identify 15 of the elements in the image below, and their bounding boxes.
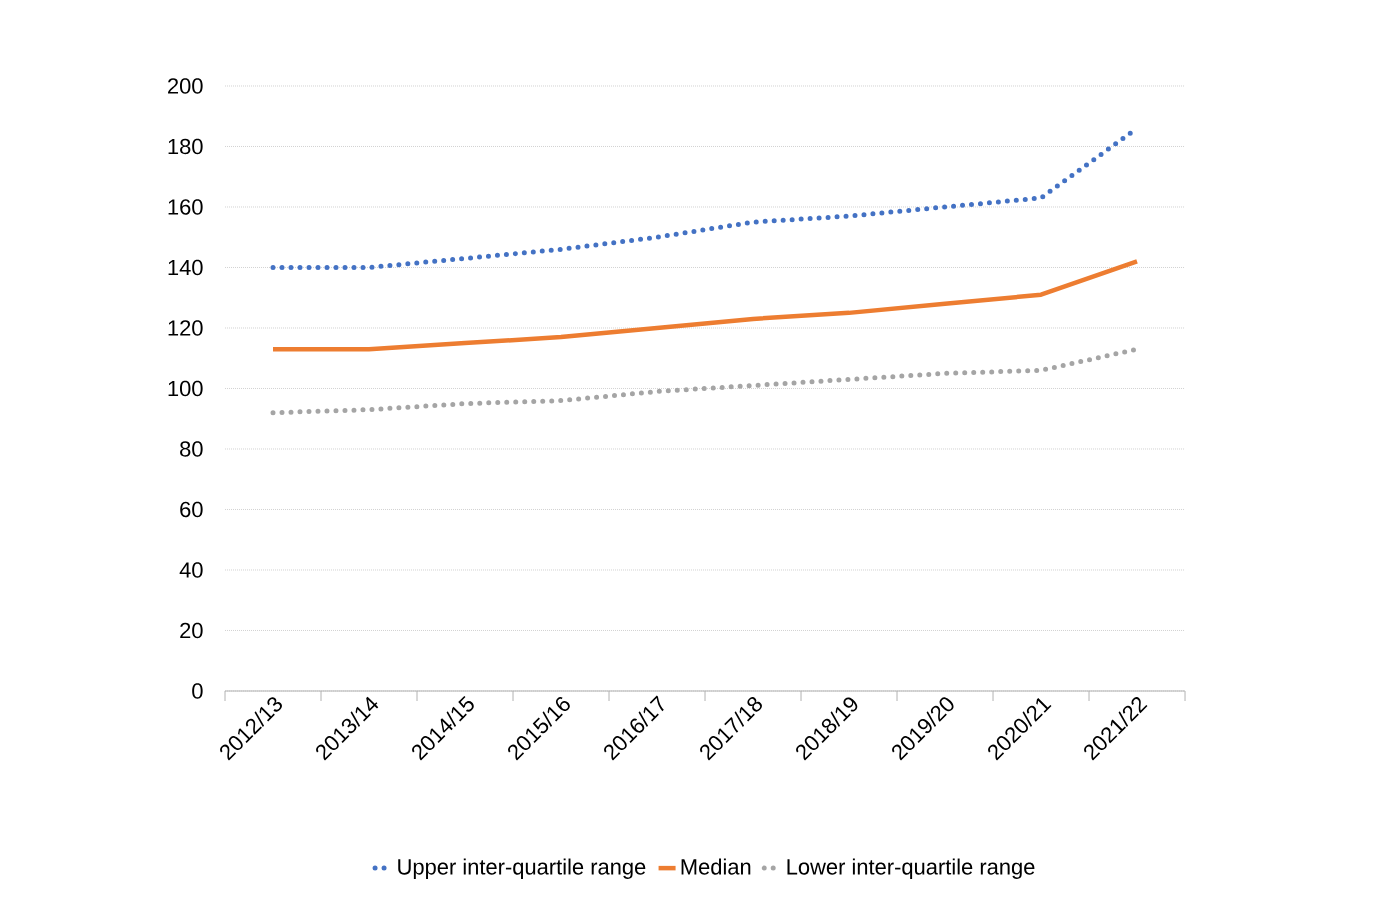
- y-tick-label: 160: [168, 199, 203, 215]
- y-tick-label: 20: [180, 622, 203, 639]
- y-tick-label: 140: [168, 259, 203, 276]
- y-tick-label: 180: [168, 138, 203, 155]
- line-series: [270, 259, 1140, 352]
- y-tick-label: 80: [180, 441, 203, 457]
- y-tick-label: 100: [168, 380, 203, 397]
- y-tick-label: 60: [180, 501, 203, 518]
- legend-label: Lower inter-quartile range: [787, 858, 1035, 879]
- legend-label: Upper inter-quartile range: [398, 858, 646, 879]
- y-tick-label: 200: [168, 78, 203, 94]
- y-tick-label: 120: [168, 320, 203, 336]
- legend-label: Median: [681, 858, 751, 875]
- y-tick-label: 40: [179, 562, 203, 578]
- y-tick-label: 0: [192, 683, 203, 699]
